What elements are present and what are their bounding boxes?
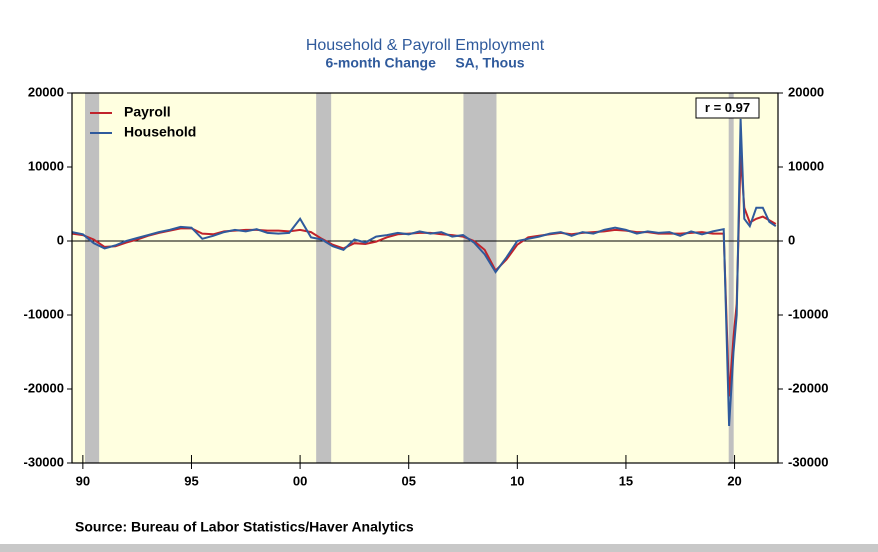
y-tick-label: 10000: [28, 158, 64, 173]
window-border: [0, 544, 878, 552]
recession-band: [728, 93, 734, 463]
legend-label: Household: [124, 124, 196, 140]
x-tick-label: 90: [76, 473, 90, 488]
x-tick-label: 05: [401, 473, 415, 488]
chart-title: Household & Payroll Employment: [306, 37, 545, 54]
y2-tick-label: -10000: [788, 306, 828, 321]
y2-tick-label: 20000: [788, 84, 824, 99]
recession-band: [463, 93, 497, 463]
legend-label: Payroll: [124, 104, 171, 120]
x-tick-label: 15: [619, 473, 633, 488]
x-tick-label: 10: [510, 473, 524, 488]
y-tick-label: -10000: [24, 306, 64, 321]
source: Source: Bureau of Labor Statistics/Haver…: [75, 519, 414, 535]
y2-tick-label: -20000: [788, 380, 828, 395]
plot-frame: [71, 92, 779, 464]
x-tick-label: 00: [293, 473, 307, 488]
y-tick-label: 0: [57, 232, 64, 247]
x-tick-label: 20: [727, 473, 741, 488]
annotation: r = 0.97: [705, 100, 750, 115]
recession-band: [85, 93, 100, 463]
y-tick-label: -30000: [24, 454, 64, 469]
y2-tick-label: 0: [788, 232, 795, 247]
y2-tick-label: -30000: [788, 454, 828, 469]
x-tick-label: 95: [184, 473, 198, 488]
chart-subtitle: 6-month Change SA, Thous: [325, 55, 524, 71]
y-tick-label: -20000: [24, 380, 64, 395]
series-line: [71, 118, 777, 427]
plot-area: [72, 93, 778, 463]
annotation-box: [695, 97, 760, 119]
recession-band: [316, 93, 332, 463]
y-tick-label: 20000: [28, 84, 64, 99]
y2-tick-label: 10000: [788, 158, 824, 173]
